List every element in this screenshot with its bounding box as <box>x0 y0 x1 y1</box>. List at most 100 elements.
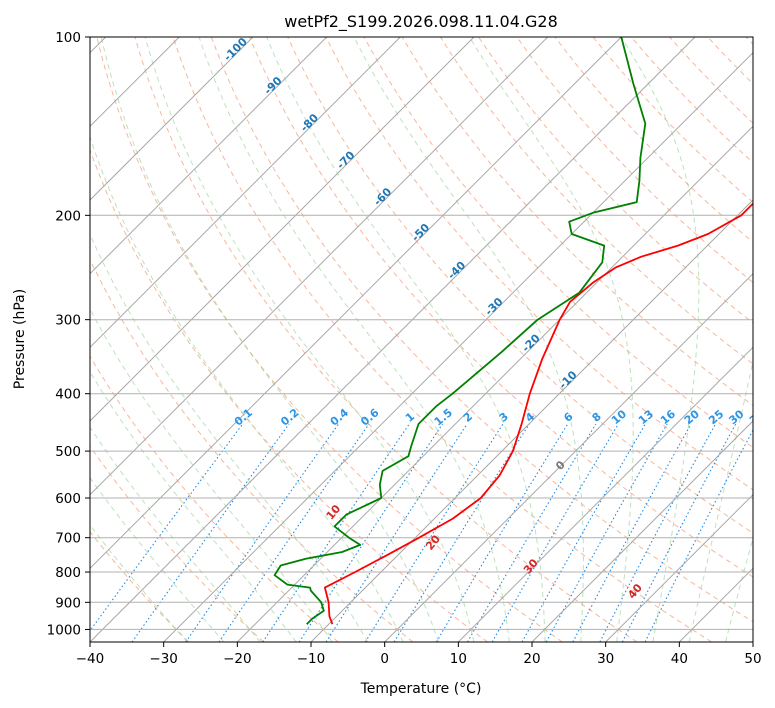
isotherm-line <box>457 346 753 642</box>
dry-adiabat-line <box>90 258 414 642</box>
dry-adiabat-line <box>90 530 190 642</box>
mixing-ratio-label: 1.5 <box>432 406 455 428</box>
isotherm-label: -60 <box>371 185 394 208</box>
moist-adiabat-line <box>90 232 369 642</box>
dry-adiabat-label: 40 <box>625 581 645 601</box>
x-tick-label: −10 <box>297 651 326 667</box>
mixing-ratio-label: 10 <box>609 407 629 427</box>
isotherm-line <box>90 37 696 642</box>
mixing-ratio-line <box>599 423 716 642</box>
dry-adiabat-line <box>90 148 488 642</box>
x-tick-label: 50 <box>744 651 761 667</box>
isotherm-line <box>90 37 549 496</box>
moist-adiabat-line <box>725 536 753 642</box>
dry-adiabat-line <box>249 37 753 578</box>
isotherm-label: -80 <box>298 111 321 134</box>
mixing-ratio-line <box>393 423 530 642</box>
mixing-ratio-line <box>644 428 753 642</box>
mixing-ratio-line <box>491 423 619 642</box>
isotherm-line <box>90 37 254 201</box>
isotherm-line <box>752 641 753 642</box>
y-tick-label: 400 <box>55 387 81 403</box>
moist-adiabat-line <box>90 476 225 642</box>
isotherm-line <box>90 37 622 570</box>
mixing-ratio-line <box>521 423 646 642</box>
mixing-ratio-line <box>262 423 410 642</box>
dry-adiabat-line <box>134 37 638 642</box>
temperature-profile-line <box>324 202 753 625</box>
dry-adiabat-line <box>478 37 753 324</box>
mixing-ratio-line <box>572 423 692 642</box>
dry-adiabat-line <box>669 37 753 124</box>
y-tick-label: 100 <box>55 30 81 46</box>
mixing-ratio-label: 0.1 <box>232 406 255 428</box>
mixing-ratio-label: 36 <box>747 407 767 427</box>
isotherm-label: -70 <box>334 148 357 171</box>
x-tick-label: 10 <box>450 651 467 667</box>
x-tick-label: −30 <box>149 651 178 667</box>
y-tick-label: 700 <box>55 531 81 547</box>
x-tick-label: −40 <box>76 651 105 667</box>
x-tick-label: 0 <box>380 651 389 667</box>
isotherm-line <box>90 37 475 422</box>
plot-frame <box>89 36 754 643</box>
moist-adiabat-line <box>100 37 439 642</box>
y-tick-label: 900 <box>55 595 81 611</box>
isotherm-line <box>310 199 753 642</box>
mixing-ratio-label: 0.4 <box>328 406 352 429</box>
dry-adiabat-label: 20 <box>423 532 443 552</box>
moist-adiabat-line <box>90 135 404 642</box>
dewpoint-profile-line <box>273 37 647 625</box>
mixing-ratio-label: 13 <box>636 407 656 427</box>
mixing-ratio-line <box>545 423 668 642</box>
x-tick-label: −20 <box>223 651 252 667</box>
mixing-ratio-label: 0.6 <box>358 406 382 429</box>
isotherm-label: -50 <box>409 221 432 244</box>
isotherm-line <box>90 37 328 275</box>
dry-adiabat-line <box>707 37 753 85</box>
moist-adiabat-line <box>353 37 584 642</box>
mixing-ratio-line <box>131 423 290 642</box>
isotherm-label: -30 <box>482 295 505 318</box>
moist-adiabat-line <box>90 308 333 642</box>
mixing-ratio-line <box>325 423 468 642</box>
isotherm-line <box>236 125 753 642</box>
mixing-ratio-label: 20 <box>682 407 702 427</box>
mixing-ratio-line <box>298 423 444 642</box>
mixing-ratio-line <box>90 423 244 632</box>
isotherm-label: -20 <box>520 331 543 354</box>
isotherm-line <box>531 420 753 642</box>
dry-adiabat-line <box>401 37 753 406</box>
moist-adiabat-line <box>90 426 261 642</box>
x-tick-label: 30 <box>597 651 614 667</box>
isotherm-line <box>90 37 401 349</box>
mixing-ratio-label: 25 <box>706 407 726 427</box>
y-tick-label: 600 <box>55 491 81 507</box>
y-tick-label: 200 <box>55 208 81 224</box>
mixing-ratio-label: 30 <box>726 407 746 427</box>
y-tick-label: 1000 <box>47 622 81 638</box>
dry-adiabat-line <box>554 37 753 243</box>
mixing-ratio-line <box>218 423 370 642</box>
mixing-ratio-label: 3 <box>497 410 511 425</box>
dry-adiabat-line <box>516 37 753 283</box>
y-tick-label: 500 <box>55 444 81 460</box>
dry-adiabat-line <box>439 37 753 365</box>
mixing-ratio-label: 1 <box>403 410 417 425</box>
plot-area: -100-90-80-70-60-50-40-30-20-100.1 0.2 0.4… <box>90 37 767 642</box>
dry-adiabat-line <box>745 37 753 45</box>
y-tick-label: 800 <box>55 565 81 581</box>
x-tick-label: 40 <box>671 651 688 667</box>
dry-adiabat-line <box>210 37 753 623</box>
moist-adiabat-line <box>90 524 188 642</box>
dry-adiabat-line <box>90 355 339 642</box>
dry-adiabat-line <box>325 37 753 491</box>
dry-adiabat-line <box>592 37 753 204</box>
dry-adiabat-line <box>90 445 264 642</box>
moist-adiabat-line <box>144 37 475 642</box>
moist-adiabat-line <box>620 37 700 642</box>
isotherm-line <box>384 272 753 642</box>
mixing-ratio-line <box>621 423 737 642</box>
moist-adiabat-line <box>688 358 753 642</box>
